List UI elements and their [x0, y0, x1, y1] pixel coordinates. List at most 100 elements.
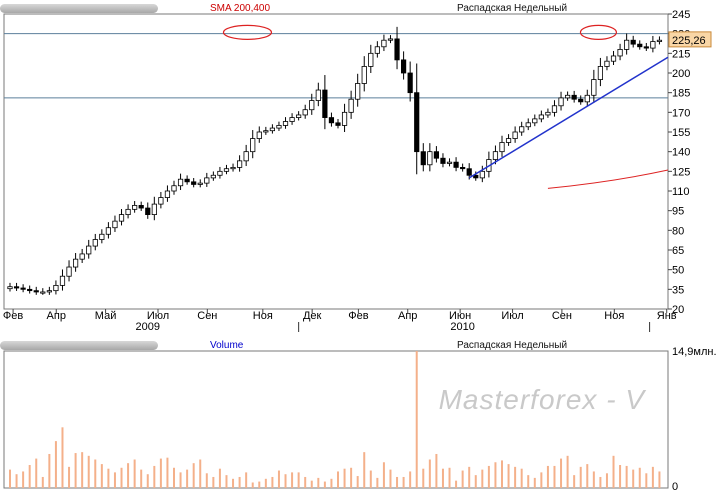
- resistance-circle-2: [579, 24, 618, 40]
- candle: [204, 172, 210, 187]
- candle: [591, 69, 597, 103]
- candle: [269, 124, 276, 134]
- candle: [33, 286, 39, 295]
- candle: [551, 100, 558, 117]
- x-tick-label-9: Июн: [449, 310, 471, 322]
- candle-body: [236, 160, 243, 168]
- candle: [158, 191, 164, 209]
- price-symbol-label: Распадская Недельный: [457, 3, 568, 14]
- candle: [328, 112, 335, 127]
- candle: [565, 91, 571, 101]
- candle: [92, 233, 98, 251]
- candle-body: [584, 94, 590, 103]
- candle-body: [394, 38, 400, 61]
- candle: [27, 285, 33, 294]
- candle-body: [400, 59, 407, 74]
- candle-body: [223, 168, 230, 172]
- candle: [519, 121, 525, 136]
- y-tick-label-95: 95: [672, 206, 684, 218]
- candle-body: [505, 138, 512, 143]
- candle: [151, 196, 157, 221]
- candle-body: [27, 288, 33, 292]
- candle-body: [597, 66, 604, 80]
- candle: [256, 126, 262, 143]
- candle-body: [243, 151, 249, 162]
- candle-body: [125, 208, 131, 216]
- candle-body: [617, 49, 623, 57]
- candle: [197, 179, 203, 188]
- candle: [374, 41, 380, 58]
- y-tick-label-200: 200: [672, 68, 690, 80]
- x-tick-label-8: Апр: [398, 310, 417, 322]
- y-tick-label-155: 155: [672, 127, 690, 139]
- candle-body: [637, 43, 643, 48]
- candle: [545, 108, 551, 118]
- candle: [571, 90, 577, 103]
- x-tick-label-6: Дек: [303, 310, 322, 322]
- candle-body: [427, 151, 433, 166]
- x-tick-label-2: Май: [95, 310, 117, 322]
- candle: [79, 248, 85, 263]
- candle: [138, 201, 144, 211]
- candle: [282, 117, 289, 129]
- candle: [525, 118, 531, 131]
- candle: [381, 34, 387, 52]
- candle: [427, 143, 433, 172]
- candle-body: [578, 98, 584, 103]
- candle: [171, 180, 177, 195]
- candle: [210, 171, 216, 181]
- candle: [217, 166, 223, 179]
- candle-body: [538, 114, 544, 120]
- x-tick-label-4: Сен: [197, 310, 217, 322]
- volume-max-label: 14,9млн.: [672, 346, 717, 358]
- candle: [177, 173, 184, 191]
- candle-body: [132, 205, 138, 210]
- candle: [414, 63, 420, 175]
- y-tick-label-20: 20: [672, 304, 684, 316]
- y-tick-label-110: 110: [672, 186, 690, 198]
- volume-panel-frame: [3, 350, 669, 489]
- candle-body: [40, 291, 46, 294]
- candle: [322, 75, 328, 130]
- candle-body: [545, 111, 551, 116]
- candle-body: [558, 97, 564, 107]
- candle: [433, 146, 440, 163]
- candle: [145, 202, 151, 219]
- candle-body: [210, 174, 216, 179]
- candle-body: [512, 131, 518, 139]
- candle-body: [263, 130, 269, 133]
- volume-title: Volume: [210, 340, 244, 351]
- candle-body: [145, 207, 151, 216]
- year-label-2009: 2009: [136, 321, 160, 333]
- candle-body: [460, 166, 466, 170]
- candle-body: [440, 157, 446, 164]
- candle-body: [473, 174, 479, 179]
- candle: [250, 130, 256, 159]
- candle-body: [191, 181, 197, 185]
- candle: [105, 222, 111, 239]
- candle: [13, 282, 20, 291]
- candle: [532, 114, 538, 127]
- candle: [368, 44, 374, 73]
- candle-body: [13, 286, 20, 289]
- candle: [420, 143, 426, 172]
- candle: [125, 204, 131, 219]
- candle: [466, 163, 472, 180]
- candle-body: [519, 126, 525, 133]
- candle-body: [315, 89, 321, 101]
- candle: [440, 153, 446, 168]
- candle: [118, 209, 125, 226]
- candle-body: [348, 98, 354, 113]
- candle-body: [604, 60, 610, 67]
- candle: [86, 239, 92, 259]
- candle: [243, 144, 249, 167]
- candle-body: [79, 253, 85, 260]
- candle-body: [499, 142, 505, 153]
- x-tick-label-7: Фев: [348, 310, 368, 322]
- candle-body: [73, 258, 79, 268]
- candle-body: [184, 178, 190, 183]
- candle-body: [151, 203, 157, 216]
- x-tick-label-12: Ноя: [604, 310, 624, 322]
- candle-body: [289, 117, 295, 122]
